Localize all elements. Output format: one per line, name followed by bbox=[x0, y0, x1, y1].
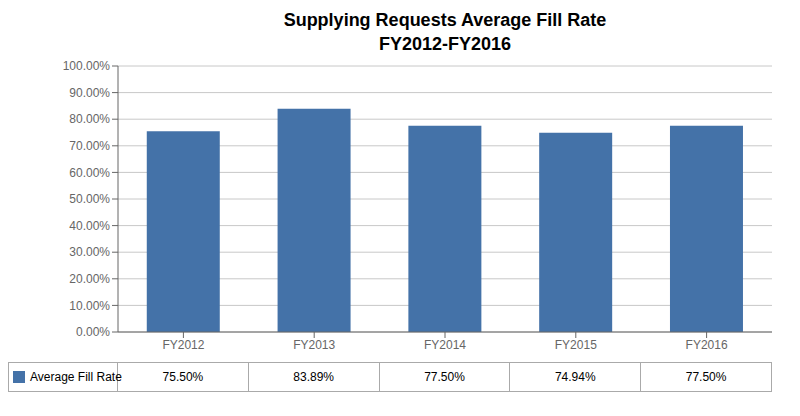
html-text:FY2012-FY2016: FY2012-FY2016 bbox=[379, 34, 511, 54]
svg-text:FY2014: FY2014 bbox=[424, 338, 466, 352]
html-text:Supplying Requests Average Fil: Supplying Requests Average Fill Rate bbox=[283, 10, 607, 30]
svg-text:FY2013: FY2013 bbox=[293, 338, 335, 352]
svg-text:90.00%: 90.00% bbox=[69, 86, 110, 100]
html-text:75.50%: 75.50% bbox=[162, 370, 204, 384]
svg-text:40.00%: 40.00% bbox=[69, 219, 110, 233]
svg-text:60.00%: 60.00% bbox=[69, 166, 110, 180]
html-text:Average Fill Rate: Average Fill Rate bbox=[30, 370, 122, 384]
svg-text:10.00%: 10.00% bbox=[69, 299, 110, 313]
svg-text:80.00%: 80.00% bbox=[69, 112, 110, 126]
svg-text:0.00%: 0.00% bbox=[76, 325, 110, 339]
svg-text:FY2015: FY2015 bbox=[555, 338, 597, 352]
svg-text:50.00%: 50.00% bbox=[69, 192, 110, 206]
svg-text:FY2016: FY2016 bbox=[686, 338, 728, 352]
html-text:77.50%: 77.50% bbox=[685, 370, 727, 384]
svg-text:30.00%: 30.00% bbox=[69, 245, 110, 259]
svg-text:70.00%: 70.00% bbox=[69, 139, 110, 153]
html-text:83.89%: 83.89% bbox=[293, 370, 334, 384]
html-text:77.50%: 77.50% bbox=[424, 370, 465, 384]
svg-text:100.00%: 100.00% bbox=[63, 59, 111, 73]
svg-text:FY2012: FY2012 bbox=[162, 338, 204, 352]
svg-text:20.00%: 20.00% bbox=[69, 272, 110, 286]
html-text:74.94%: 74.94% bbox=[554, 370, 596, 384]
